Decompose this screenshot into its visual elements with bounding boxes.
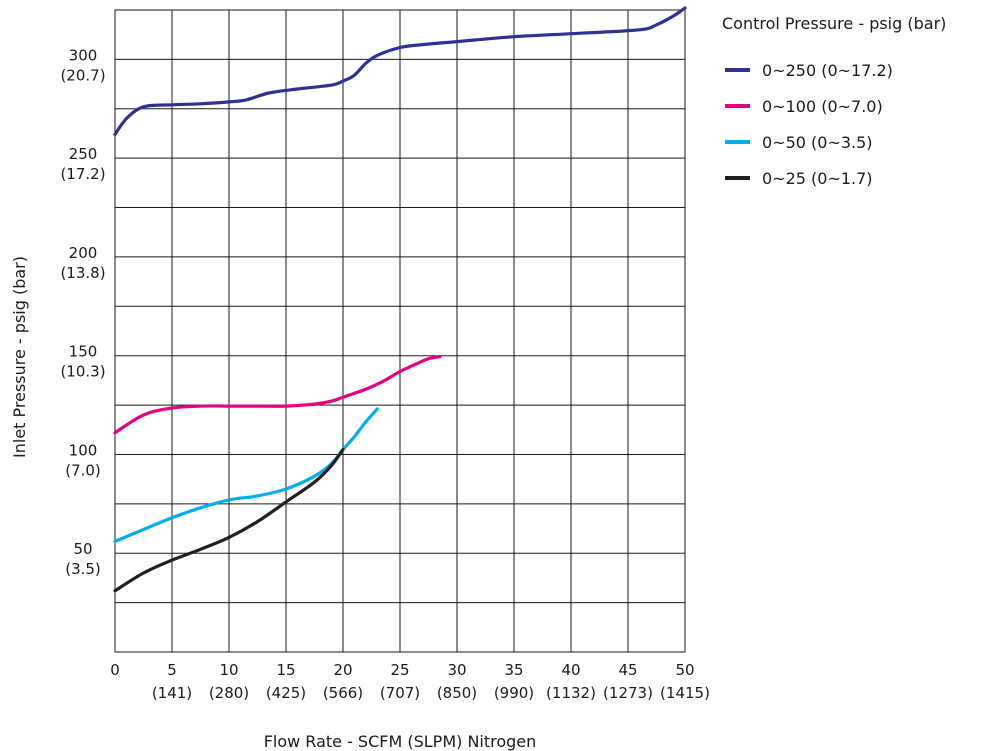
series-line-0: [113, 6, 687, 136]
x-tick-sublabel: (1273): [603, 684, 653, 702]
series-line-3: [113, 447, 345, 593]
y-axis-ticks: 50 (3.5) 100 (7.0) 150 (10.3) 200 (13.8) 250 (17.…: [60, 46, 105, 578]
x-tick-sublabel: (141): [152, 684, 192, 702]
legend-items: 0~250 (0~17.2) 0~100 (0~7.0) 0~50 (0~3.5) 0…: [725, 61, 893, 188]
y-tick-sublabel: (3.5): [65, 560, 101, 578]
x-axis-ticks: 0 5 (141) 10 (280) 15 (425) 20 (566) 25 (707) 30 (85…: [110, 661, 710, 702]
x-tick-sublabel: (425): [266, 684, 306, 702]
y-tick-sublabel: (10.3): [60, 363, 105, 381]
x-tick-label: 50: [675, 661, 694, 679]
y-tick-label: 300: [69, 46, 98, 64]
y-tick-label: 250: [69, 145, 98, 163]
x-tick-sublabel: (850): [437, 684, 477, 702]
legend-label: 0~100 (0~7.0): [762, 97, 883, 116]
x-tick-label: 25: [390, 661, 409, 679]
x-tick-sublabel: (707): [380, 684, 420, 702]
y-tick-label: 150: [69, 343, 98, 361]
x-tick-sublabel: (990): [494, 684, 534, 702]
x-tick-label: 20: [333, 661, 352, 679]
x-tick-sublabel: (280): [209, 684, 249, 702]
legend-title: Control Pressure - psig (bar): [722, 14, 946, 33]
series-layer: [113, 6, 687, 593]
y-tick-label: 50: [73, 540, 92, 558]
x-tick-label: 0: [110, 661, 120, 679]
y-tick-sublabel: (7.0): [65, 461, 101, 479]
legend: Control Pressure - psig (bar) 0~250 (0~1…: [722, 14, 946, 188]
y-tick-sublabel: (20.7): [60, 66, 105, 84]
legend-label: 0~25 (0~1.7): [762, 169, 873, 188]
series-line-2: [113, 407, 379, 543]
x-tick-label: 10: [219, 661, 238, 679]
x-tick-label: 45: [618, 661, 637, 679]
x-tick-label: 15: [276, 661, 295, 679]
y-axis-title: Inlet Pressure - psig (bar): [10, 256, 29, 458]
x-tick-label: 30: [447, 661, 466, 679]
y-tick-sublabel: (13.8): [60, 264, 105, 282]
x-tick-label: 35: [504, 661, 523, 679]
series-line-1: [113, 355, 442, 435]
x-tick-label: 5: [167, 661, 177, 679]
x-tick-label: 40: [561, 661, 580, 679]
y-tick-label: 200: [69, 244, 98, 262]
x-tick-sublabel: (1132): [546, 684, 596, 702]
legend-label: 0~50 (0~3.5): [762, 133, 873, 152]
plot-frame: [114, 9, 686, 653]
y-tick-label: 100: [69, 441, 98, 459]
x-tick-sublabel: (1415): [660, 684, 710, 702]
x-axis-title: Flow Rate - SCFM (SLPM) Nitrogen: [264, 732, 537, 751]
chart-grid: [115, 10, 685, 652]
legend-label: 0~250 (0~17.2): [762, 61, 893, 80]
x-tick-sublabel: (566): [323, 684, 363, 702]
y-tick-sublabel: (17.2): [60, 165, 105, 183]
